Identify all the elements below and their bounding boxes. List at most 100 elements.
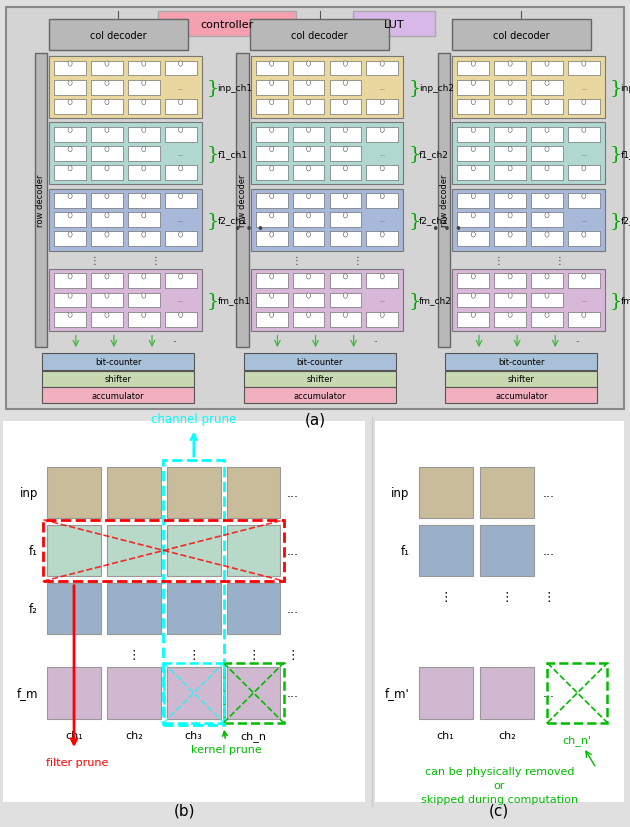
Bar: [54, 61, 86, 76]
Bar: [293, 194, 324, 208]
Text: bit-counter: bit-counter: [498, 358, 544, 366]
Bar: [128, 61, 159, 76]
Bar: [91, 166, 123, 181]
Text: }: }: [408, 292, 421, 309]
Circle shape: [68, 194, 72, 199]
Text: }: }: [610, 212, 622, 229]
Circle shape: [68, 294, 72, 299]
Text: shifter: shifter: [105, 375, 132, 384]
Circle shape: [381, 194, 384, 199]
Circle shape: [343, 128, 347, 133]
Bar: [165, 61, 197, 76]
Bar: [107, 467, 161, 519]
Text: ch_n: ch_n: [241, 729, 266, 741]
Circle shape: [105, 62, 109, 67]
Circle shape: [582, 194, 586, 199]
Bar: [445, 354, 597, 370]
Circle shape: [105, 166, 109, 172]
Bar: [91, 274, 123, 289]
Bar: [128, 100, 159, 115]
Text: ..: ..: [172, 337, 176, 343]
Bar: [329, 232, 361, 247]
Text: ch₂: ch₂: [125, 730, 143, 740]
Circle shape: [142, 232, 146, 238]
Text: fm_ch1: fm_ch1: [217, 296, 250, 305]
Bar: [367, 274, 398, 289]
Text: f2_ch2: f2_ch2: [419, 216, 449, 225]
Bar: [568, 232, 600, 247]
Text: col decoder: col decoder: [493, 31, 549, 41]
Bar: [54, 232, 86, 247]
Bar: [167, 583, 220, 634]
Circle shape: [307, 128, 311, 133]
Circle shape: [105, 313, 109, 318]
Circle shape: [343, 313, 347, 318]
Circle shape: [142, 100, 146, 106]
Bar: [495, 232, 526, 247]
Circle shape: [270, 166, 273, 172]
Text: ...: ...: [379, 151, 385, 157]
Text: row decoder: row decoder: [440, 174, 449, 227]
Bar: [293, 274, 324, 289]
Circle shape: [545, 313, 549, 318]
Text: shifter: shifter: [306, 375, 333, 384]
Circle shape: [582, 62, 586, 67]
Bar: [452, 123, 605, 185]
Text: f2_ch1: f2_ch1: [217, 216, 247, 225]
Bar: [452, 189, 605, 251]
Text: }: }: [207, 79, 219, 97]
Bar: [165, 313, 197, 327]
Text: ch₃: ch₃: [185, 730, 203, 740]
Text: accumulator: accumulator: [92, 391, 144, 400]
Text: filter prune: filter prune: [46, 757, 108, 767]
Bar: [495, 61, 526, 76]
Bar: [251, 57, 403, 119]
Bar: [452, 270, 605, 332]
Bar: [480, 667, 534, 719]
Text: fm_ch2: fm_ch2: [419, 296, 452, 305]
Text: f₂: f₂: [29, 602, 38, 615]
Bar: [329, 81, 361, 95]
Text: • • •: • • •: [432, 222, 462, 236]
Bar: [128, 147, 159, 161]
Text: ...: ...: [581, 218, 587, 223]
Bar: [256, 147, 287, 161]
Bar: [531, 194, 563, 208]
Bar: [224, 663, 284, 723]
Circle shape: [105, 147, 109, 152]
Bar: [329, 274, 361, 289]
Circle shape: [270, 232, 273, 238]
Bar: [54, 194, 86, 208]
Circle shape: [105, 194, 109, 199]
Bar: [531, 232, 563, 247]
Bar: [293, 61, 324, 76]
Bar: [293, 294, 324, 308]
Bar: [54, 213, 86, 227]
Bar: [452, 57, 605, 119]
Text: ⋮: ⋮: [353, 256, 362, 265]
Text: row decoder: row decoder: [238, 174, 247, 227]
Circle shape: [142, 275, 146, 280]
Circle shape: [68, 232, 72, 238]
Circle shape: [179, 62, 183, 67]
Bar: [128, 81, 159, 95]
Bar: [49, 57, 202, 119]
Bar: [495, 100, 526, 115]
Text: }: }: [610, 79, 622, 97]
Bar: [250, 20, 389, 51]
Circle shape: [343, 147, 347, 152]
Bar: [54, 274, 86, 289]
Bar: [256, 61, 287, 76]
Bar: [495, 127, 526, 142]
Bar: [495, 147, 526, 161]
Bar: [480, 525, 534, 576]
Text: ...: ...: [178, 85, 183, 91]
Circle shape: [508, 275, 512, 280]
Text: ...: ...: [379, 218, 385, 223]
Bar: [43, 520, 284, 581]
Bar: [128, 166, 159, 181]
Circle shape: [68, 275, 72, 280]
Bar: [457, 213, 489, 227]
Bar: [568, 313, 600, 327]
Text: ⋮: ⋮: [151, 256, 161, 265]
